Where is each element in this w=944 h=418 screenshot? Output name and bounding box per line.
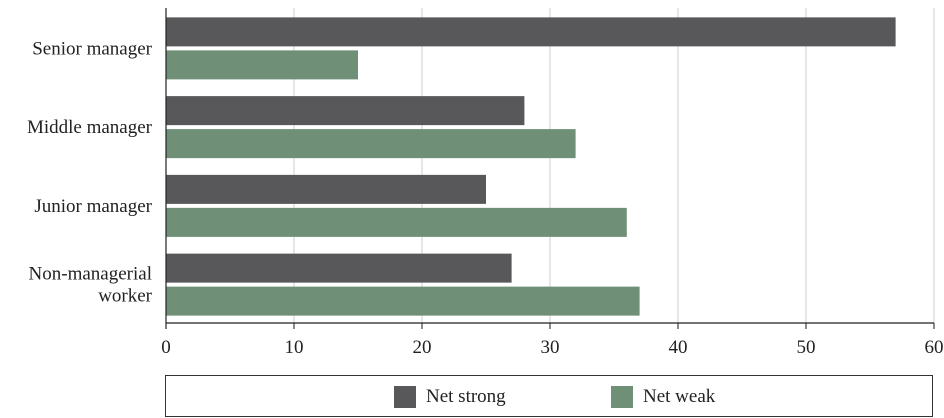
category-labels: Senior manager Middle manager Junior manag… xyxy=(27,38,153,306)
bar-net-strong-1 xyxy=(166,96,525,126)
bar-net-weak-1 xyxy=(166,129,576,159)
x-tick-label: 30 xyxy=(541,337,560,358)
x-tick-label: 20 xyxy=(413,337,432,358)
bar-net-strong-2 xyxy=(166,174,486,204)
category-label: Senior manager xyxy=(32,38,152,59)
legend-swatch-net-weak xyxy=(611,386,633,408)
x-tick-label: 10 xyxy=(285,337,304,358)
legend: Net strong Net weak xyxy=(165,375,933,417)
axes xyxy=(165,8,935,329)
bars xyxy=(166,17,896,316)
bar-net-strong-0 xyxy=(166,17,896,47)
legend-label-net-weak: Net weak xyxy=(643,386,716,407)
x-tick-label: 50 xyxy=(797,337,816,358)
legend-swatch-net-strong xyxy=(394,386,416,408)
bar-net-weak-0 xyxy=(166,50,358,80)
x-tick-label: 0 xyxy=(161,337,171,358)
legend-item-net-weak: Net weak xyxy=(611,385,715,409)
legend-label-net-strong: Net strong xyxy=(426,386,506,407)
category-label: worker xyxy=(98,286,152,307)
bar-net-strong-3 xyxy=(166,253,512,283)
x-tick-label: 60 xyxy=(925,337,944,358)
bar-net-weak-3 xyxy=(166,286,640,316)
x-tick-labels: 0 10 20 30 40 50 60 xyxy=(161,337,943,358)
bar-net-weak-2 xyxy=(166,207,627,237)
category-label: Middle manager xyxy=(27,117,153,138)
category-label: Non-managerial xyxy=(29,264,152,285)
legend-item-net-strong: Net strong xyxy=(394,385,506,409)
x-tick-label: 40 xyxy=(669,337,688,358)
category-label: Junior manager xyxy=(34,196,152,217)
